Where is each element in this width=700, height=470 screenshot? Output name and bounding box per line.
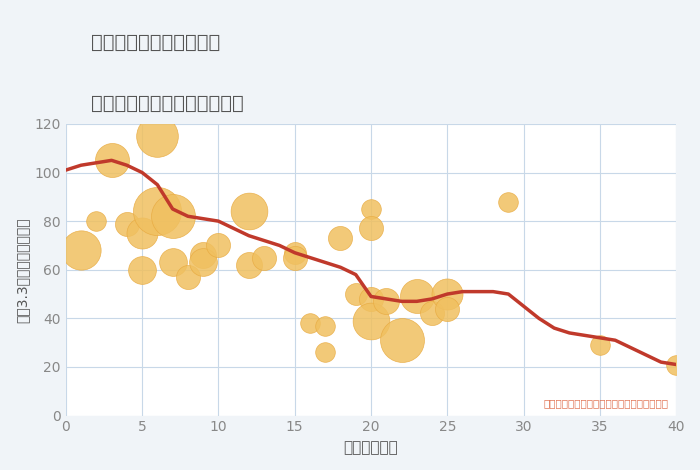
Point	[289, 254, 300, 261]
Point	[197, 251, 209, 259]
Point	[365, 295, 377, 303]
Point	[167, 212, 178, 220]
Point	[136, 229, 148, 237]
Point	[244, 261, 255, 269]
Point	[442, 305, 453, 313]
Point	[106, 157, 117, 164]
Point	[136, 266, 148, 274]
Point	[411, 293, 422, 300]
Text: 三重県四日市市垂坂新町: 三重県四日市市垂坂新町	[91, 33, 220, 52]
Point	[365, 205, 377, 213]
Point	[365, 225, 377, 232]
Point	[442, 290, 453, 298]
Point	[350, 290, 361, 298]
Point	[197, 258, 209, 266]
Y-axis label: 坪（3.3㎡）単価（万円）: 坪（3.3㎡）単価（万円）	[15, 217, 29, 322]
Point	[503, 198, 514, 205]
Point	[365, 317, 377, 325]
Point	[213, 242, 224, 249]
Point	[396, 337, 407, 344]
Point	[258, 254, 270, 261]
Point	[426, 310, 438, 317]
Point	[91, 217, 102, 225]
Point	[152, 132, 163, 140]
Point	[289, 249, 300, 257]
Point	[244, 208, 255, 215]
Point	[381, 298, 392, 305]
Point	[320, 349, 331, 356]
Point	[671, 361, 682, 368]
Point	[76, 247, 87, 254]
Point	[121, 220, 132, 227]
Point	[594, 341, 606, 349]
Point	[167, 258, 178, 266]
Text: 築年数別中古マンション価格: 築年数別中古マンション価格	[91, 94, 244, 113]
Point	[320, 322, 331, 329]
Point	[152, 208, 163, 215]
Point	[182, 273, 193, 281]
Point	[304, 320, 316, 327]
Point	[335, 235, 346, 242]
Text: 円の大きさは、取引のあった物件面積を示す: 円の大きさは、取引のあった物件面積を示す	[544, 398, 668, 408]
X-axis label: 築年数（年）: 築年数（年）	[344, 440, 398, 455]
